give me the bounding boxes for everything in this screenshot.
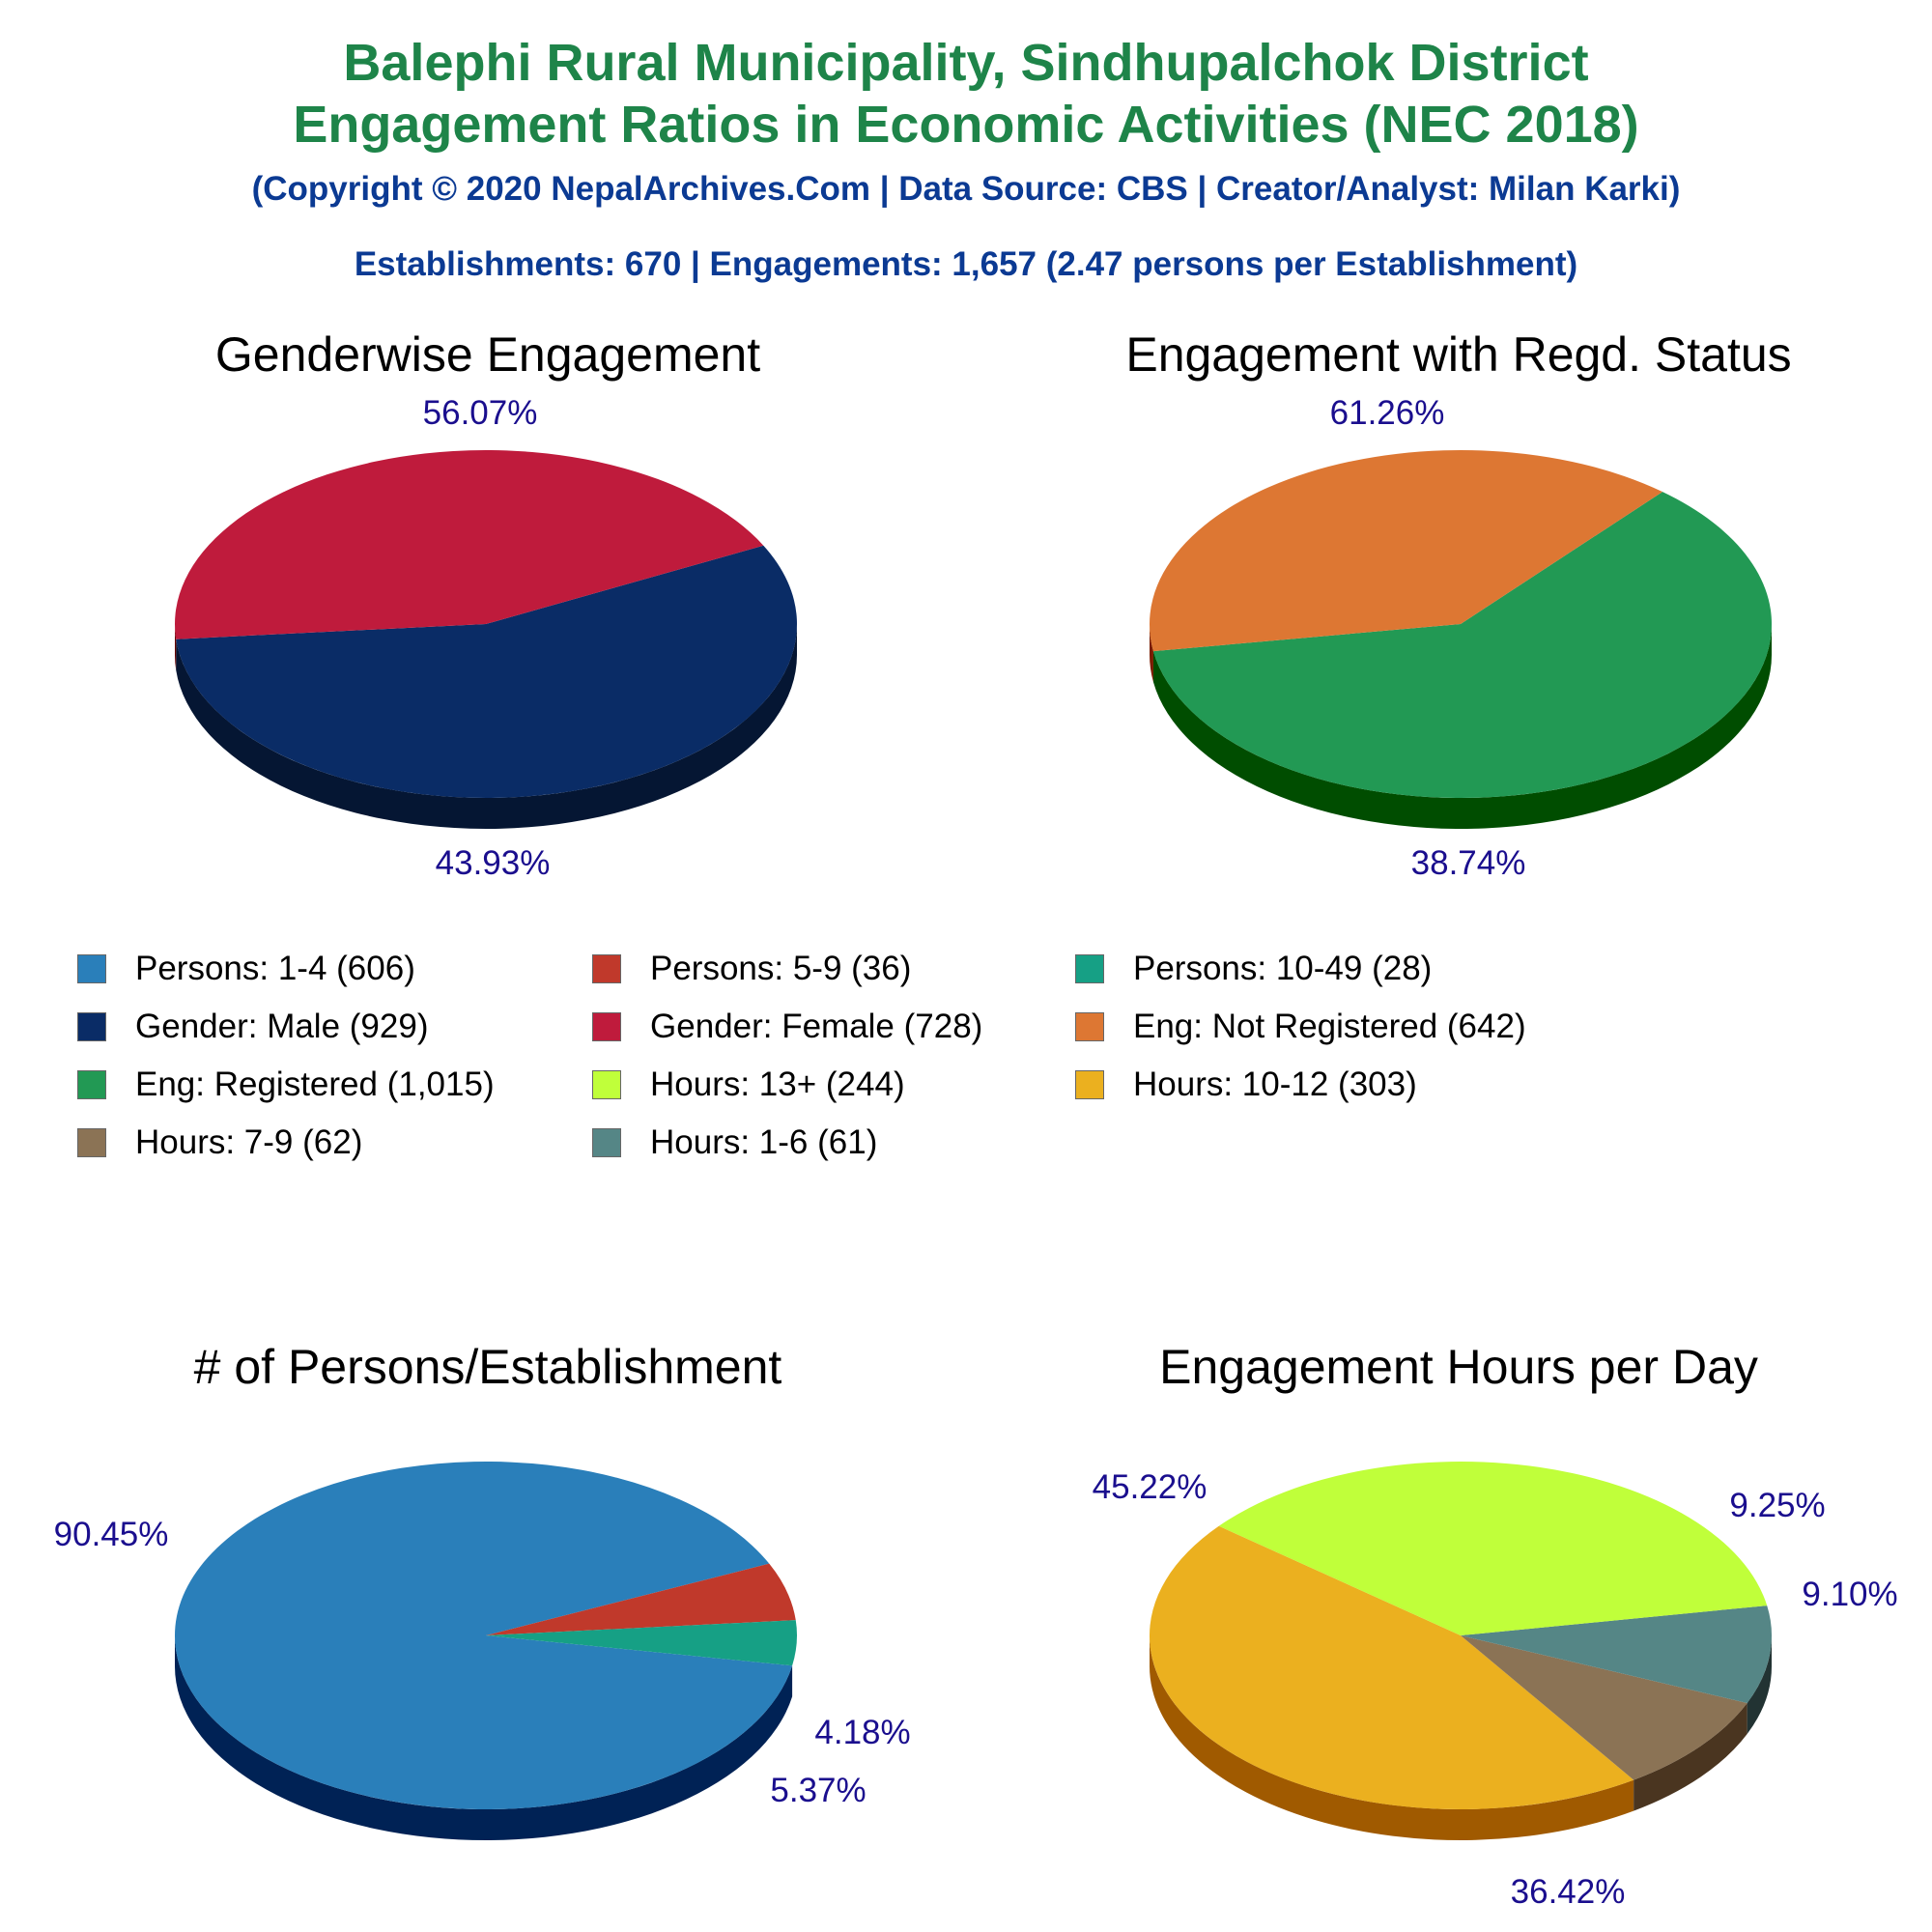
pie-slice [1461, 1605, 1772, 1703]
summary-subtitle: Establishments: 670 | Engagements: 1,657… [354, 245, 1578, 283]
pie-slice [486, 1620, 797, 1666]
pie-slice [175, 1462, 793, 1809]
pie-slice-percent-label: 61.26% [1330, 394, 1445, 432]
pie-side-walls [175, 624, 797, 830]
pie-title-hours: Engagement Hours per Day [1159, 1340, 1758, 1394]
pie-title-persons: # of Persons/Establishment [193, 1340, 782, 1394]
pie-title-gender: Genderwise Engagement [214, 327, 761, 382]
pie-slice-percent-label: 56.07% [423, 394, 538, 432]
pie-slice-percent-label: 36.42% [1511, 1873, 1626, 1911]
pie-slice-percent-label: 9.25% [1729, 1487, 1825, 1524]
pie-slice-percent-label: 5.37% [770, 1772, 866, 1809]
pie-slice [486, 1563, 796, 1635]
pie-slice-percent-label: 90.45% [54, 1516, 169, 1553]
pie-side-walls [1150, 1635, 1772, 1840]
pie-slice [1152, 492, 1772, 798]
pie-slice-side [1152, 624, 1772, 830]
pie-slice [1150, 1525, 1634, 1810]
chart-title-line1: Balephi Rural Municipality, Sindhupalcho… [343, 34, 1589, 92]
pie-slice-percent-label: 38.74% [1411, 844, 1526, 882]
pie-slice-side [175, 1635, 793, 1841]
copyright-subtitle: (Copyright © 2020 NepalArchives.Com | Da… [251, 170, 1681, 208]
pie-slice-side [175, 624, 177, 670]
pie-slice [176, 545, 797, 798]
pie-slice-percent-label: 9.10% [1802, 1576, 1897, 1613]
pie-slice-side [1747, 1635, 1772, 1734]
chart-title-line2: Engagement Ratios in Economic Activities… [293, 96, 1639, 154]
pie-slice [174, 449, 764, 639]
pie-slice-side [1150, 1635, 1634, 1840]
pie-slice-percent-label: 43.93% [436, 844, 551, 882]
pie-slice-side [1634, 1702, 1747, 1811]
pie-slice-percent-label: 45.22% [1093, 1468, 1208, 1506]
pie-slice [1461, 1635, 1747, 1780]
pie-slice-side [176, 624, 797, 830]
pie-title-registration: Engagement with Regd. Status [1125, 327, 1792, 382]
pie-side-walls [175, 1635, 793, 1841]
pie-side-walls [1150, 624, 1772, 830]
pie-slice [1150, 450, 1663, 652]
pie-slice-side [1150, 624, 1153, 683]
pie-slice-percent-label: 4.18% [814, 1714, 910, 1751]
pie-slice [1218, 1462, 1768, 1635]
